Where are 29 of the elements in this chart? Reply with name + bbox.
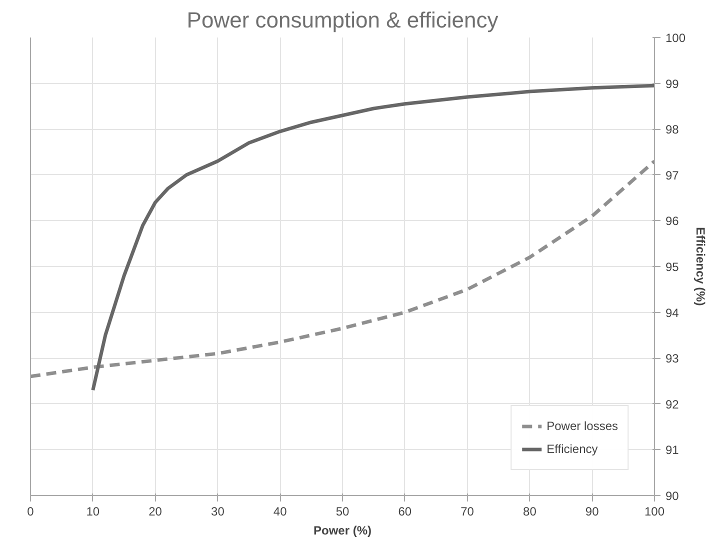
y2-tick-label: 93 xyxy=(666,352,680,366)
x-tick-label: 20 xyxy=(148,504,162,518)
y2-tick-label: 92 xyxy=(666,397,680,412)
x-tick-label: 10 xyxy=(86,504,100,518)
legend-label: Efficiency xyxy=(546,442,598,456)
x-axis-title: Power (%) xyxy=(313,524,372,538)
y2-axis-title: Efficiency (%) xyxy=(694,227,708,306)
y2-tick-label: 95 xyxy=(666,260,680,274)
y2-tick-label: 99 xyxy=(666,76,680,91)
y2-tick-label: 96 xyxy=(666,214,680,228)
x-tick-label: 0 xyxy=(27,504,34,518)
x-tick-label: 70 xyxy=(460,504,474,518)
line-series xyxy=(30,159,654,378)
y2-tick-label: 91 xyxy=(666,443,680,458)
x-tick-label: 80 xyxy=(523,504,537,518)
x-tick-label: 60 xyxy=(398,504,412,518)
x-tick-label: 50 xyxy=(336,504,350,518)
x-tick-label: 90 xyxy=(585,504,600,518)
y2-tick-label: 98 xyxy=(666,122,680,137)
y2-tick-label: 90 xyxy=(666,489,680,503)
line-series xyxy=(91,84,654,392)
y2-tick-label: 100 xyxy=(666,31,686,45)
legend-label: Power losses xyxy=(546,419,618,433)
x-tick-label: 100 xyxy=(644,504,665,518)
x-tick-label: 30 xyxy=(211,504,225,518)
x-tick-label: 40 xyxy=(273,504,288,518)
chart-title: Power consumption & efficiency xyxy=(186,8,498,32)
y2-tick-label: 94 xyxy=(666,306,680,320)
y2-tick-label: 97 xyxy=(666,168,680,182)
